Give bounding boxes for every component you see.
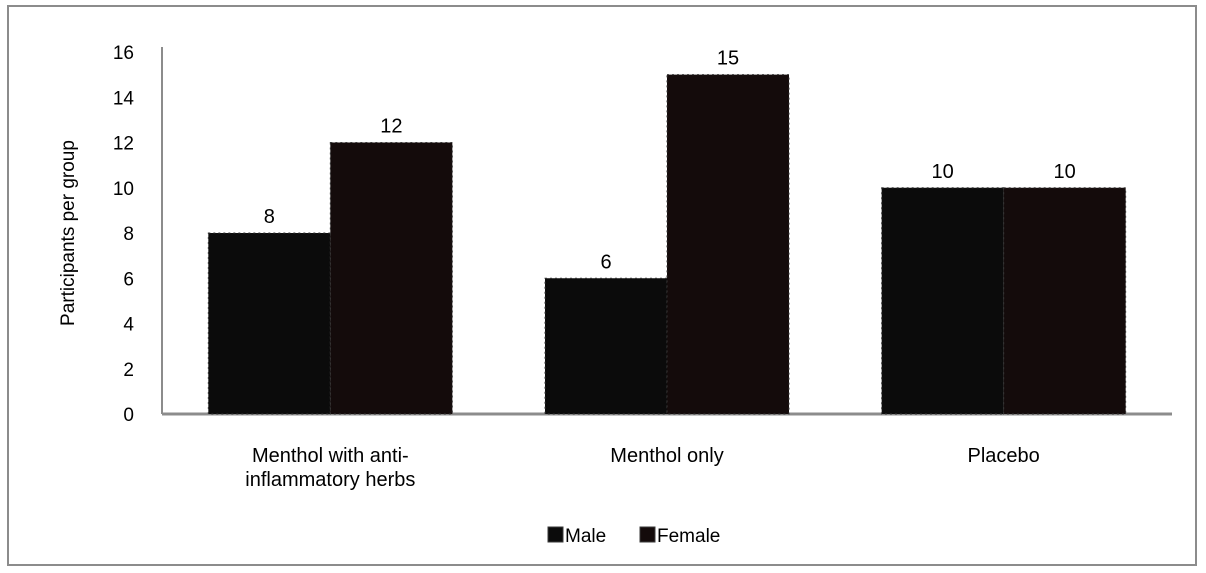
data-label: 15 bbox=[717, 48, 739, 70]
legend-label-male: Male bbox=[565, 526, 606, 547]
y-tick-label: 10 bbox=[113, 179, 134, 200]
y-axis-label: Participants per group bbox=[58, 140, 79, 326]
y-tick-label: 0 bbox=[123, 405, 134, 426]
x-category-label: Menthol only bbox=[610, 445, 723, 467]
x-category-label: Placebo bbox=[968, 445, 1040, 467]
x-category-label: inflammatory herbs bbox=[245, 469, 415, 491]
bar-male bbox=[544, 277, 668, 415]
legend-swatch-female bbox=[639, 526, 656, 543]
bar-female bbox=[329, 142, 453, 415]
y-tick-label: 8 bbox=[123, 224, 134, 245]
y-tick-label: 12 bbox=[113, 134, 134, 155]
data-label: 8 bbox=[264, 206, 275, 228]
bar-male bbox=[207, 232, 331, 415]
legend-swatch-male bbox=[547, 526, 564, 543]
bar-female bbox=[1003, 187, 1127, 415]
y-tick-label: 14 bbox=[113, 88, 135, 109]
data-label: 12 bbox=[380, 116, 402, 138]
y-tick-label: 6 bbox=[123, 269, 134, 290]
y-tick-label: 16 bbox=[113, 43, 134, 64]
legend-label-female: Female bbox=[657, 526, 720, 547]
data-label: 10 bbox=[932, 161, 954, 183]
data-label: 6 bbox=[600, 251, 611, 273]
bar-male bbox=[881, 187, 1005, 415]
y-tick-label: 4 bbox=[123, 315, 134, 336]
y-tick-label: 2 bbox=[123, 360, 134, 381]
x-category-label: Menthol with anti- bbox=[252, 445, 409, 467]
bar-female bbox=[666, 74, 790, 415]
data-label: 10 bbox=[1054, 161, 1076, 183]
